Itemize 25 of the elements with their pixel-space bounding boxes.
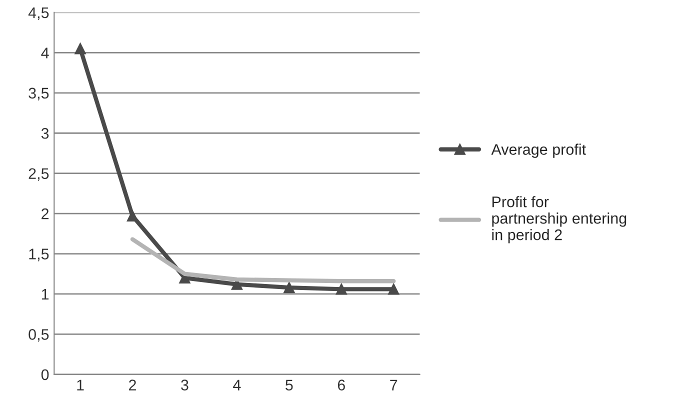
y-tick-label: 2,5 — [28, 168, 49, 181]
x-tick-label: 4 — [233, 380, 241, 390]
line-series — [130, 237, 396, 284]
y-tick-label: 3,5 — [28, 88, 49, 100]
y-tick-label: 1 — [42, 289, 49, 300]
x-tick-label: 7 — [390, 380, 398, 390]
point — [336, 284, 347, 295]
y-tick-label: 4,5 — [28, 8, 49, 20]
x-tick-label: 5 — [286, 380, 293, 390]
y-tick-label: 1,5 — [29, 248, 49, 262]
x-tick-label: 2 — [129, 380, 136, 390]
point — [284, 282, 295, 294]
y-tick-label: 0,5 — [28, 329, 49, 342]
point — [388, 284, 400, 295]
point — [126, 210, 138, 222]
y-tick-label: 0 — [41, 369, 49, 380]
legend-label: Average profit — [491, 144, 586, 158]
x-tick-label: 6 — [338, 380, 345, 390]
x-tick-label: 3 — [181, 380, 188, 390]
legend-label: Profit for partnership entering in period 2 — [492, 196, 626, 244]
y-tick-label: 2 — [42, 208, 49, 220]
y-tick-label: 3 — [41, 128, 49, 139]
x-tick-label: 1 — [77, 380, 84, 390]
y-tick-label: 4 — [41, 48, 49, 58]
point — [74, 43, 86, 54]
